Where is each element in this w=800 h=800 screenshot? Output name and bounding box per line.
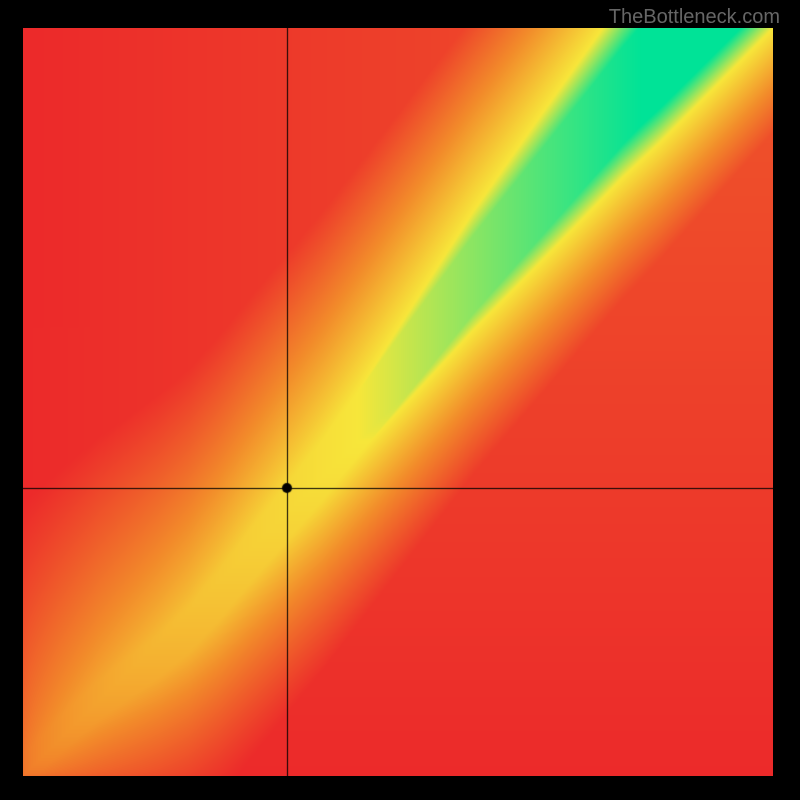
chart-frame: TheBottleneck.com [0,0,800,800]
watermark-text: TheBottleneck.com [609,6,780,29]
heatmap-plot [23,28,773,776]
heatmap-canvas [23,28,773,776]
